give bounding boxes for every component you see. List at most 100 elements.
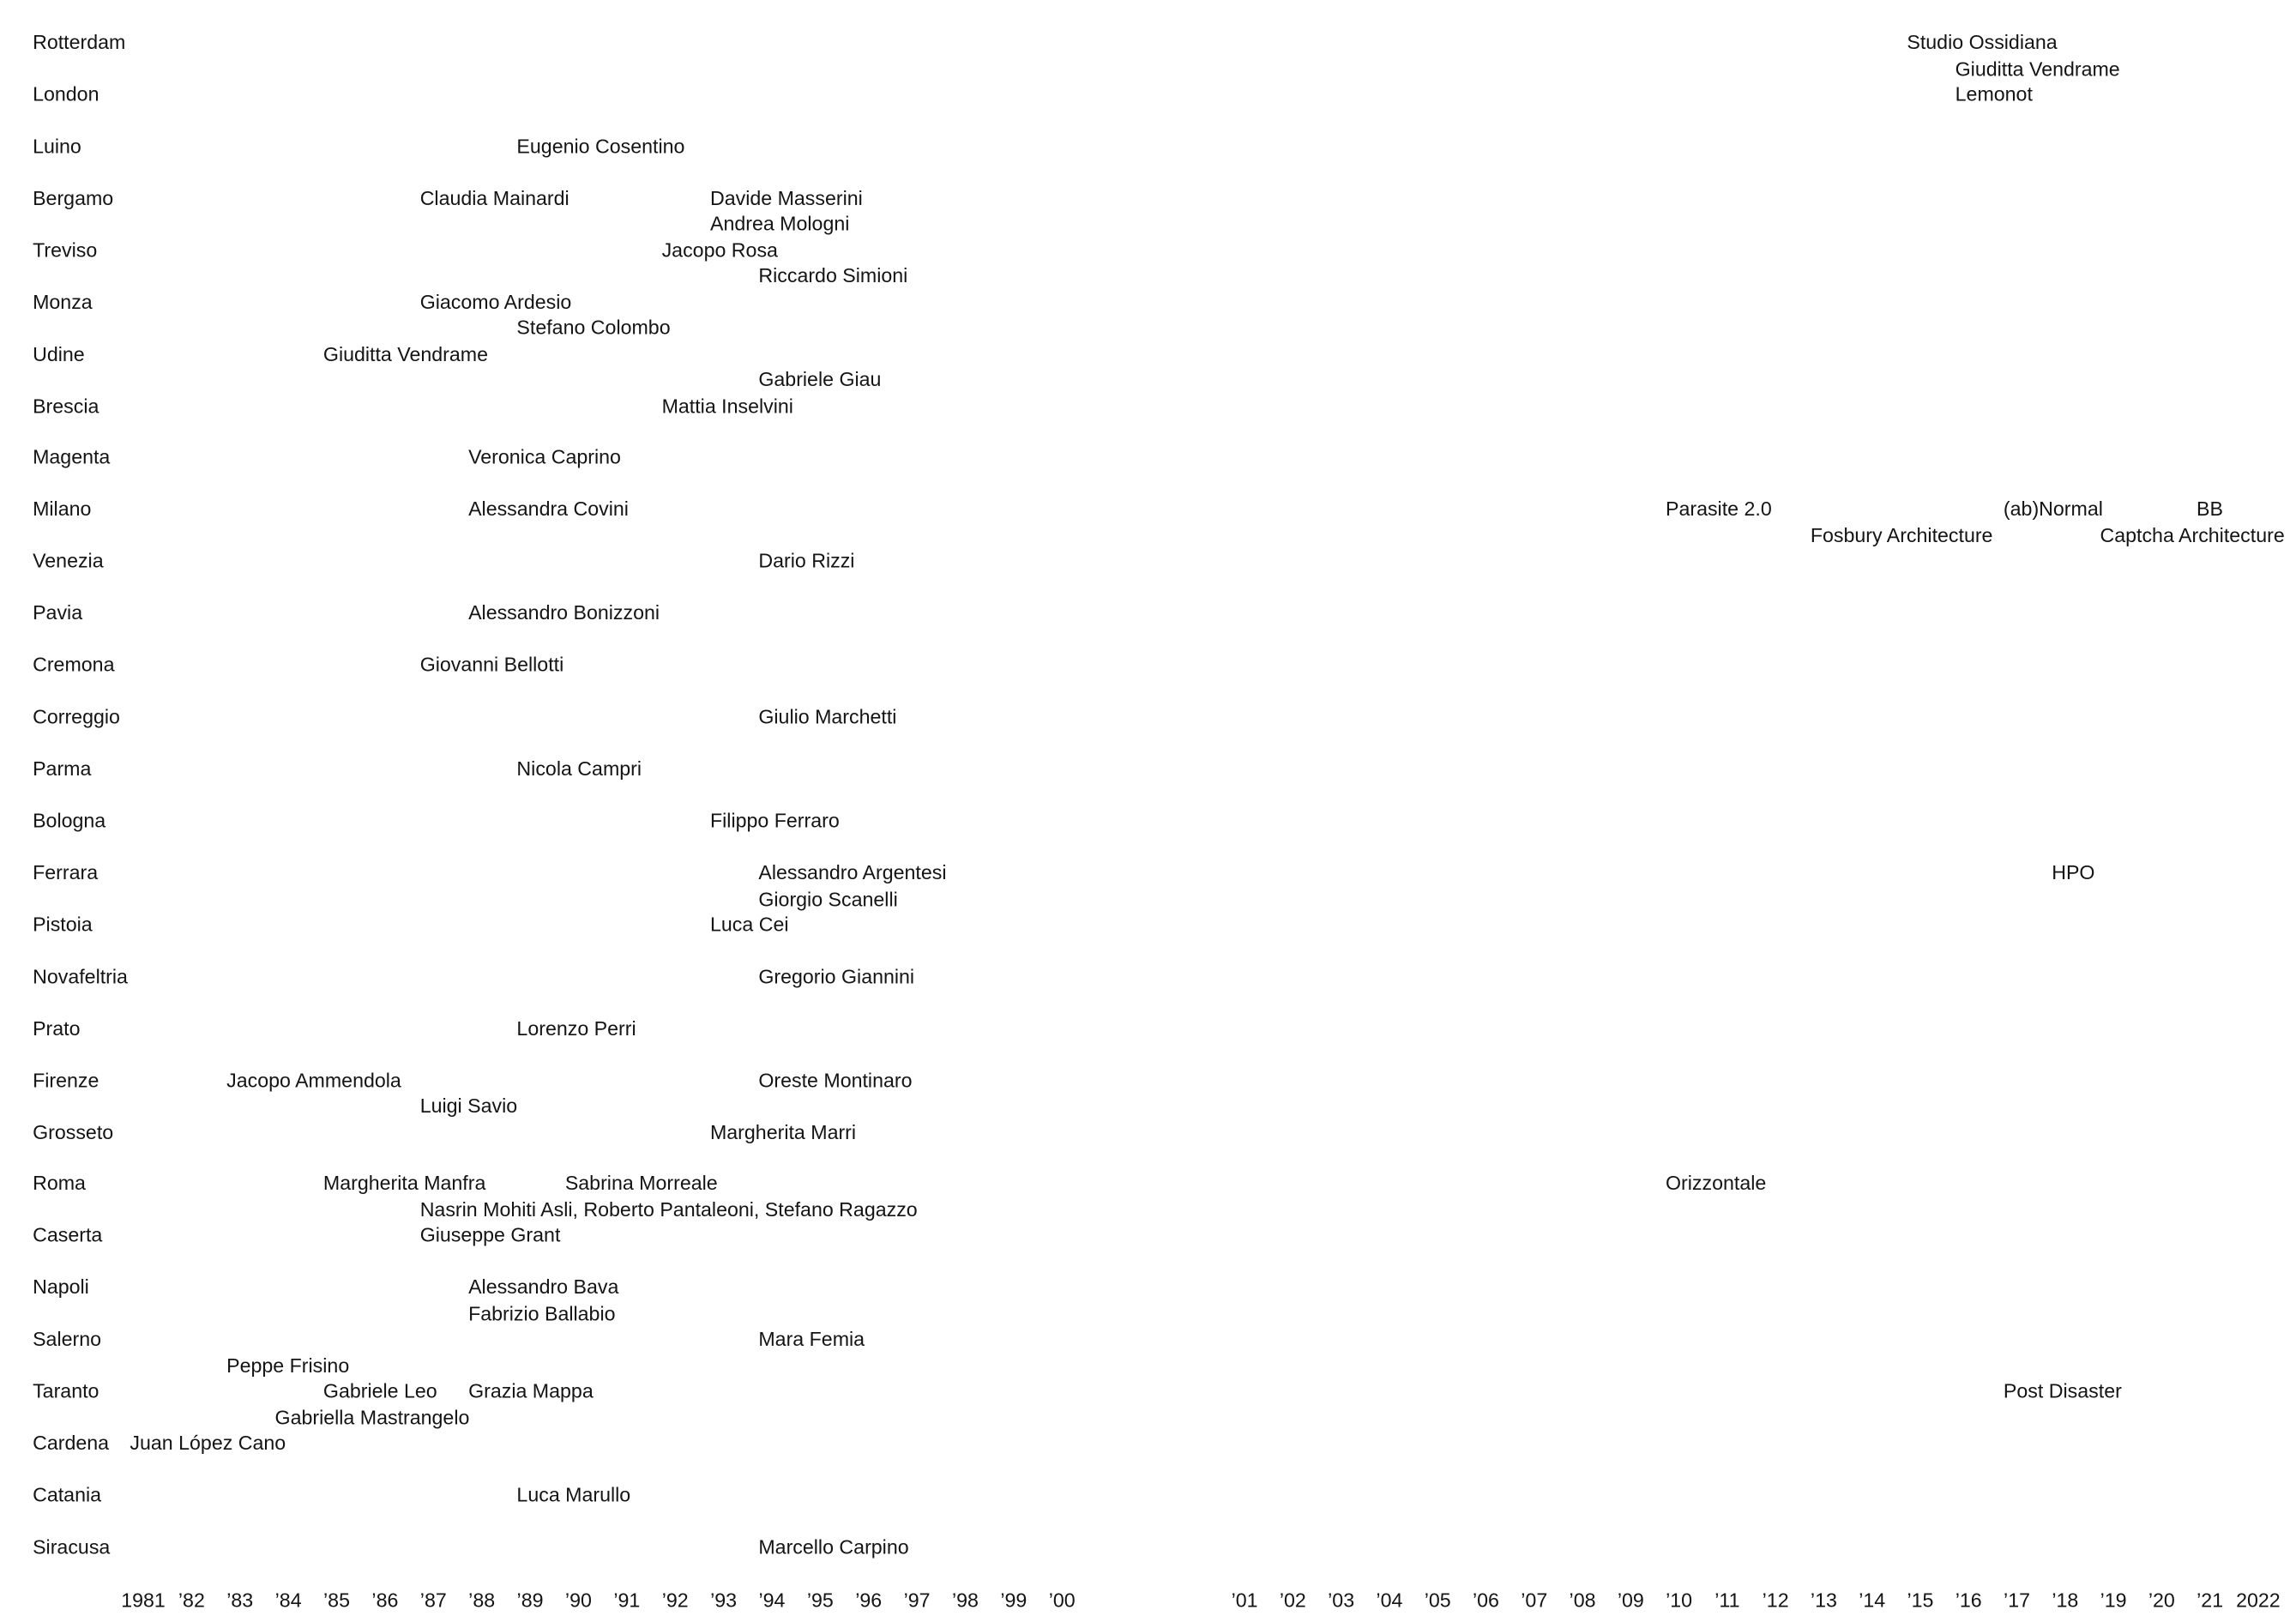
city-label: Siracusa — [33, 1535, 111, 1559]
city-label: Luino — [33, 135, 81, 158]
timeline-entry: Nicola Campri — [516, 757, 642, 781]
timeline-entry: Filippo Ferraro — [709, 809, 840, 832]
timeline-entry: Luca Marullo — [516, 1483, 631, 1506]
timeline-entry: Parasite 2.0 — [1665, 497, 1772, 521]
city-label: Napoli — [33, 1275, 89, 1299]
timeline-entry: HPO — [2052, 861, 2095, 884]
city-label: Salerno — [33, 1328, 102, 1351]
city-label: Grosseto — [33, 1120, 114, 1143]
timeline-entry: Post Disaster — [2003, 1379, 2122, 1402]
axis-year-label: ’09 — [1617, 1589, 1644, 1612]
timeline-entry: Nasrin Mohiti Asli, Roberto Pantaleoni, … — [419, 1198, 918, 1221]
timeline-entry: Gregorio Giannini — [758, 965, 915, 988]
axis-year-label: ’98 — [951, 1589, 979, 1612]
axis-year-label: ’89 — [516, 1589, 544, 1612]
axis-year-label: ’90 — [564, 1589, 592, 1612]
timeline-entry: Luca Cei — [709, 913, 789, 936]
timeline-entry: Mattia Inselvini — [661, 394, 793, 417]
axis-year-label: ’84 — [274, 1589, 302, 1612]
city-label: Venezia — [33, 550, 104, 573]
city-label: Bologna — [33, 809, 106, 832]
axis-year-label: ’03 — [1328, 1589, 1355, 1612]
city-label: Magenta — [33, 446, 111, 469]
axis-year-label: ’17 — [2004, 1589, 2030, 1612]
timeline-entry: Alessandro Bava — [468, 1275, 619, 1299]
timeline-entry: Orizzontale — [1665, 1173, 1767, 1195]
timeline-entry: Marcello Carpino — [758, 1535, 909, 1559]
timeline-entry: Fosbury Architecture — [1810, 524, 1993, 547]
axis-year-label: ’10 — [1666, 1589, 1693, 1612]
axis-year-label: ’15 — [1907, 1589, 1934, 1612]
city-label: Pavia — [33, 601, 83, 624]
axis-year-label: ’85 — [323, 1589, 350, 1612]
timeline-entry: Giuseppe Grant — [419, 1224, 561, 1247]
timeline-entry: Giuditta Vendrame — [322, 342, 488, 365]
timeline-entry: Jacopo Rosa — [661, 238, 778, 262]
axis-year-label: ’91 — [613, 1589, 641, 1612]
axis-year-label: ’94 — [758, 1589, 786, 1612]
timeline-entry: Fabrizio Ballabio — [468, 1302, 616, 1325]
axis-year-label: ’07 — [1521, 1589, 1548, 1612]
timeline-entry: Oreste Montinaro — [758, 1069, 913, 1092]
timeline-entry: Juan López Cano — [130, 1432, 286, 1455]
city-label: Milano — [33, 497, 92, 521]
axis-year-label: ’95 — [806, 1589, 834, 1612]
axis-year-label: ’88 — [468, 1589, 496, 1612]
city-label: Ferrara — [33, 861, 99, 884]
axis-year-label: ’87 — [419, 1589, 447, 1612]
axis-year-label: ’11 — [1714, 1589, 1740, 1612]
axis-year-label: ’12 — [1762, 1589, 1789, 1612]
timeline-entry: Giorgio Scanelli — [758, 887, 898, 910]
timeline-entry: Riccardo Simioni — [758, 264, 908, 287]
axis-year-label: ’13 — [1810, 1589, 1837, 1612]
city-label: Monza — [33, 290, 93, 313]
timeline-entry: Claudia Mainardi — [419, 186, 569, 209]
axis-year-label: ’16 — [1955, 1589, 1982, 1612]
axis-year-label: ’14 — [1859, 1589, 1886, 1612]
axis-year-label: ’93 — [710, 1589, 738, 1612]
timeline-entry: Andrea Mologni — [709, 213, 850, 236]
timeline-entry: Captcha Architecture — [2100, 524, 2285, 547]
axis-year-label: 1981 — [121, 1589, 166, 1612]
axis-year-label: ’04 — [1376, 1589, 1403, 1612]
city-label: Pistoia — [33, 913, 93, 936]
axis-year-label: ’01 — [1231, 1589, 1258, 1612]
timeline-entry: Alessandro Argentesi — [758, 861, 947, 884]
city-label: Cardena — [33, 1432, 110, 1455]
timeline-entry: Mara Femia — [758, 1328, 865, 1351]
city-label: Novafeltria — [33, 965, 128, 988]
timeline-entry: Giacomo Ardesio — [419, 290, 572, 313]
timeline-entry: Gabriella Mastrangelo — [274, 1406, 470, 1429]
timeline-entry: Luigi Savio — [419, 1094, 518, 1118]
city-label: Cremona — [33, 654, 115, 677]
timeline-entry: Lemonot — [1955, 82, 2033, 106]
city-label: Bergamo — [33, 186, 114, 209]
axis-year-label: ’02 — [1279, 1589, 1306, 1612]
timeline-entry: Giuditta Vendrame — [1955, 57, 2120, 80]
axis-year-label: ’19 — [2100, 1589, 2127, 1612]
timeline-entry: Stefano Colombo — [516, 317, 671, 340]
city-label: Rotterdam — [33, 31, 126, 54]
timeline-entry: Alessandro Bonizzoni — [468, 601, 660, 624]
city-label: Firenze — [33, 1069, 99, 1092]
timeline-entry: Giovanni Bellotti — [419, 654, 564, 677]
axis-year-label: ’97 — [903, 1589, 931, 1612]
timeline-entry: Davide Masserini — [709, 186, 863, 209]
city-label: Caserta — [33, 1224, 103, 1247]
city-label: Brescia — [33, 394, 99, 417]
timeline-entry: Peppe Frisino — [226, 1354, 350, 1378]
city-label: Roma — [33, 1173, 86, 1195]
axis-year-label: 2022 — [2236, 1589, 2281, 1612]
axis-year-label: ’86 — [371, 1589, 399, 1612]
timeline-entry: Eugenio Cosentino — [516, 135, 685, 158]
timeline-entry: Gabriele Giau — [758, 368, 882, 391]
axis-year-label: ’99 — [1000, 1589, 1027, 1612]
city-label: Catania — [33, 1483, 102, 1506]
timeline-entry: Sabrina Morreale — [564, 1173, 718, 1195]
timeline-entry: Lorenzo Perri — [516, 1016, 636, 1040]
axis-year-label: ’92 — [661, 1589, 689, 1612]
axis-year-label: ’82 — [178, 1589, 205, 1612]
axis-year-label: ’05 — [1424, 1589, 1451, 1612]
axis-year-label: ’21 — [2197, 1589, 2224, 1612]
